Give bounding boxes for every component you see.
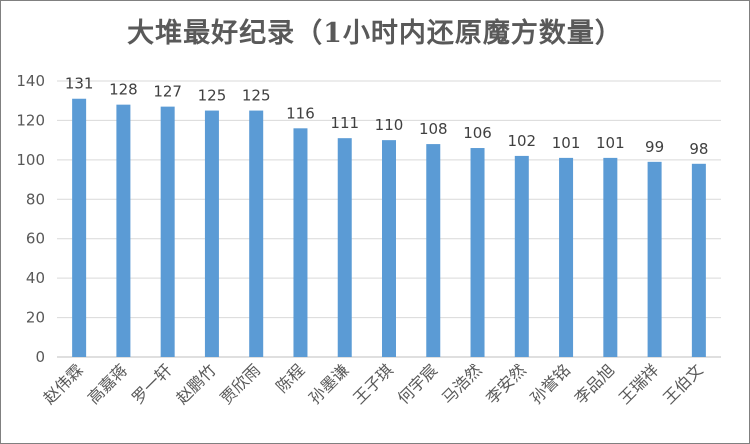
category-label: 王伯文 (659, 360, 706, 407)
data-label: 106 (463, 124, 492, 142)
category-label: 李安然 (482, 360, 529, 407)
y-tick-label: 80 (26, 190, 45, 208)
bar (647, 161, 662, 357)
y-tick-label: 20 (26, 309, 45, 327)
bar (72, 98, 87, 357)
data-label: 110 (375, 116, 404, 134)
category-label: 何宇宸 (394, 360, 441, 407)
data-label: 99 (645, 138, 664, 156)
category-label: 李品旭 (571, 360, 618, 407)
data-label: 108 (419, 120, 448, 138)
bar (603, 157, 618, 357)
data-label: 116 (286, 104, 315, 122)
category-label: 高嘉蒋 (84, 360, 131, 407)
bar (559, 157, 574, 357)
y-tick-label: 100 (16, 151, 45, 169)
data-label: 111 (330, 114, 359, 132)
data-label: 128 (109, 81, 138, 99)
y-tick-label: 140 (16, 72, 45, 90)
chart-title: 大堆最好纪录（1小时内还原魔方数量） (127, 18, 623, 49)
data-label: 102 (507, 132, 536, 150)
bar (382, 140, 396, 357)
category-label: 陈程 (272, 360, 308, 396)
category-label: 罗一轩 (128, 360, 175, 407)
y-tick-label: 120 (16, 111, 45, 129)
category-label: 王子琪 (349, 360, 396, 407)
data-labels: 131 128 127 125 125 116 111 110 108 106 102 101 101 9… (65, 75, 709, 158)
category-label: 赵鹏竹 (172, 360, 219, 407)
category-label: 赵伟霖 (40, 360, 87, 407)
y-axis-tick-labels: 0 20 40 60 80 100 120 140 (16, 72, 45, 366)
y-tick-label: 0 (35, 348, 45, 366)
bar (116, 104, 131, 358)
data-label: 101 (596, 134, 625, 152)
bar (691, 163, 706, 357)
bar (204, 110, 219, 357)
bar (426, 144, 441, 357)
data-label: 127 (153, 83, 182, 101)
category-label: 贾欣雨 (217, 360, 264, 407)
data-label: 101 (552, 134, 581, 152)
y-tick-label: 60 (26, 230, 45, 248)
bar (160, 106, 175, 357)
bar (337, 138, 352, 357)
bar (470, 148, 485, 357)
y-tick-label: 40 (26, 269, 45, 287)
data-label: 125 (242, 87, 271, 105)
bar (249, 110, 264, 357)
category-label: 孙誉铭 (527, 360, 574, 407)
data-label: 98 (689, 140, 708, 158)
bar (514, 155, 529, 357)
category-label: 王瑞祥 (615, 360, 662, 407)
bars (72, 98, 706, 358)
data-label: 131 (65, 75, 94, 93)
category-label: 孙墨谦 (305, 360, 352, 407)
bar (293, 128, 308, 357)
data-label: 125 (198, 87, 227, 105)
category-label: 马浩然 (438, 360, 485, 407)
